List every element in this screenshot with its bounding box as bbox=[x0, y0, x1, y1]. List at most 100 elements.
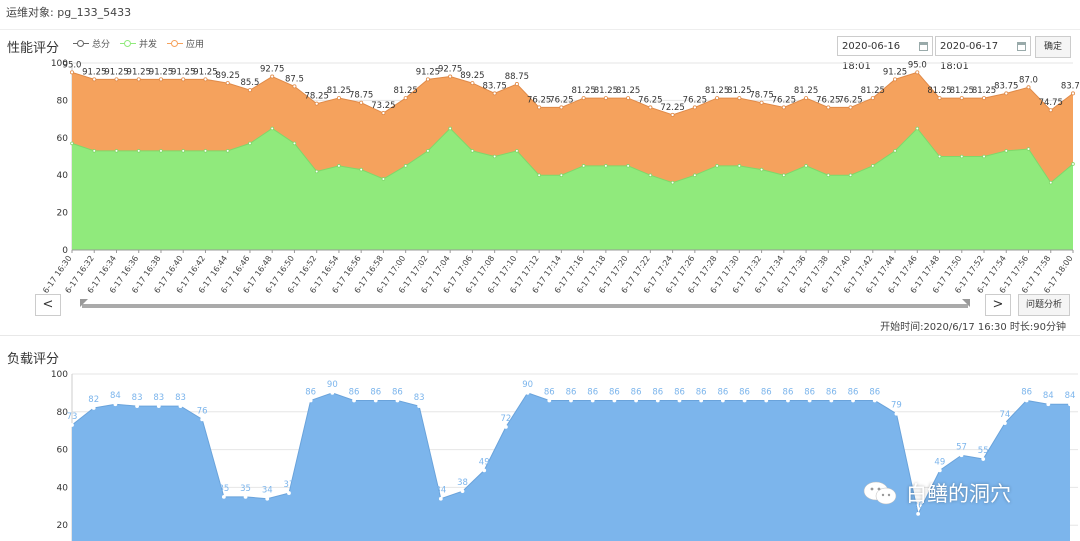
y-tick-label: 100 bbox=[51, 59, 68, 69]
total-data-label: 81.25 bbox=[594, 86, 618, 96]
load-data-label: 86 bbox=[652, 387, 663, 397]
load-data-label: 76 bbox=[197, 406, 208, 416]
load-title: 负载评分 bbox=[7, 352, 60, 367]
total-point bbox=[715, 96, 720, 101]
load-point bbox=[504, 425, 508, 429]
y-tick-label: 20 bbox=[57, 209, 69, 219]
load-data-label: 72 bbox=[500, 414, 511, 424]
legend-item-apply[interactable]: 应用 bbox=[167, 37, 204, 50]
total-point bbox=[1071, 91, 1076, 96]
load-data-label: 86 bbox=[631, 387, 642, 397]
total-point bbox=[92, 77, 97, 82]
start-date-input[interactable]: 2020-06-16 18:01 bbox=[837, 36, 933, 72]
concurrency-point bbox=[759, 167, 764, 172]
load-point bbox=[786, 398, 790, 403]
load-data-label: 86 bbox=[717, 387, 728, 397]
load-data-label: 37 bbox=[284, 480, 295, 490]
total-point bbox=[359, 100, 364, 105]
slider-handle-right[interactable] bbox=[962, 299, 970, 307]
concurrency-point bbox=[959, 154, 964, 159]
watermark: 白鳝的洞穴 bbox=[862, 478, 1011, 508]
slider-handle-left[interactable] bbox=[80, 299, 88, 307]
total-point bbox=[336, 96, 341, 101]
concurrency-point bbox=[537, 173, 541, 178]
load-data-label: 86 bbox=[305, 387, 316, 397]
calendar-icon[interactable] bbox=[919, 42, 928, 51]
load-data-label: 49 bbox=[934, 457, 945, 467]
load-data-label: 86 bbox=[804, 387, 815, 397]
total-data-label: 81.25 bbox=[950, 86, 974, 96]
load-point bbox=[460, 489, 465, 494]
legend-item-concurrency[interactable]: 并发 bbox=[120, 37, 157, 50]
load-point bbox=[851, 398, 855, 403]
concurrency-point bbox=[470, 149, 475, 153]
load-point bbox=[634, 398, 638, 403]
legend-item-total[interactable]: 总分 bbox=[73, 37, 110, 50]
concurrency-point bbox=[292, 141, 297, 146]
concurrency-point bbox=[381, 177, 386, 181]
load-data-label: 73 bbox=[67, 412, 78, 422]
next-button[interactable]: > bbox=[985, 294, 1011, 316]
concurrency-point bbox=[448, 126, 452, 131]
total-data-label: 76.25 bbox=[772, 95, 796, 105]
load-data-label: 86 bbox=[544, 387, 555, 397]
load-point bbox=[916, 511, 921, 516]
concurrency-point bbox=[782, 173, 786, 178]
total-point bbox=[292, 84, 297, 89]
concurrency-point bbox=[359, 167, 363, 172]
y-tick-label: 40 bbox=[57, 483, 69, 493]
y-tick-label: 20 bbox=[57, 521, 69, 531]
calendar-icon[interactable] bbox=[1017, 42, 1026, 51]
end-date-input[interactable]: 2020-06-17 18:01 bbox=[935, 36, 1031, 72]
total-data-label: 81.25 bbox=[861, 86, 885, 96]
concurrency-point bbox=[248, 141, 252, 146]
total-point bbox=[670, 112, 675, 117]
target-value: pg_133_5433 bbox=[57, 6, 132, 19]
total-point bbox=[314, 101, 319, 106]
range-slider[interactable] bbox=[0, 290, 1080, 320]
total-data-label: 91.25 bbox=[82, 67, 106, 77]
load-data-label: 83 bbox=[414, 393, 425, 403]
concurrency-point bbox=[181, 149, 186, 153]
total-data-label: 91.25 bbox=[883, 67, 907, 77]
total-data-label: 87.5 bbox=[285, 74, 304, 84]
total-point bbox=[759, 100, 764, 105]
load-point bbox=[113, 402, 118, 407]
analyze-button[interactable]: 问题分析 bbox=[1018, 294, 1070, 316]
total-data-label: 81.25 bbox=[327, 86, 351, 96]
load-data-label: 90 bbox=[327, 380, 338, 390]
concurrency-point bbox=[426, 149, 430, 153]
load-point bbox=[70, 423, 74, 427]
load-point bbox=[655, 398, 660, 403]
load-point bbox=[438, 496, 443, 501]
total-point bbox=[559, 105, 564, 110]
concurrency-point bbox=[670, 180, 675, 185]
total-data-label: 91.25 bbox=[193, 67, 217, 77]
total-data-label: 83.75 bbox=[994, 81, 1018, 91]
load-point bbox=[200, 417, 205, 422]
load-point bbox=[373, 398, 378, 403]
concurrency-point bbox=[159, 149, 163, 153]
legend-label-concurrency: 并发 bbox=[139, 40, 158, 50]
slider-track[interactable] bbox=[82, 304, 968, 308]
total-data-label: 76.25 bbox=[816, 95, 840, 105]
total-point bbox=[403, 96, 408, 101]
prev-button[interactable]: < bbox=[35, 294, 61, 316]
total-point bbox=[381, 111, 386, 116]
total-point bbox=[203, 77, 208, 82]
concurrency-point bbox=[648, 173, 653, 178]
load-data-label: 86 bbox=[739, 387, 750, 397]
load-point bbox=[395, 398, 400, 403]
load-data-label: 90 bbox=[522, 380, 533, 390]
load-point bbox=[569, 398, 573, 403]
confirm-button[interactable]: 确定 bbox=[1035, 36, 1071, 58]
wechat-icon bbox=[863, 481, 897, 505]
concurrency-point bbox=[314, 169, 319, 174]
total-point bbox=[1026, 85, 1031, 90]
load-point bbox=[482, 468, 487, 473]
legend-label-total: 总分 bbox=[92, 40, 111, 50]
y-tick-label: 60 bbox=[57, 446, 69, 456]
perf-legend: 总分 并发 应用 bbox=[73, 37, 204, 50]
total-point bbox=[70, 70, 75, 75]
load-data-label: 84 bbox=[1065, 391, 1076, 401]
